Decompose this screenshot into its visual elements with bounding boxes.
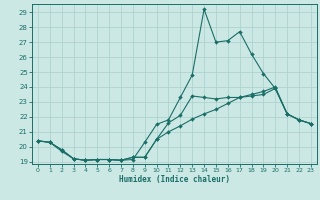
X-axis label: Humidex (Indice chaleur): Humidex (Indice chaleur) <box>119 175 230 184</box>
